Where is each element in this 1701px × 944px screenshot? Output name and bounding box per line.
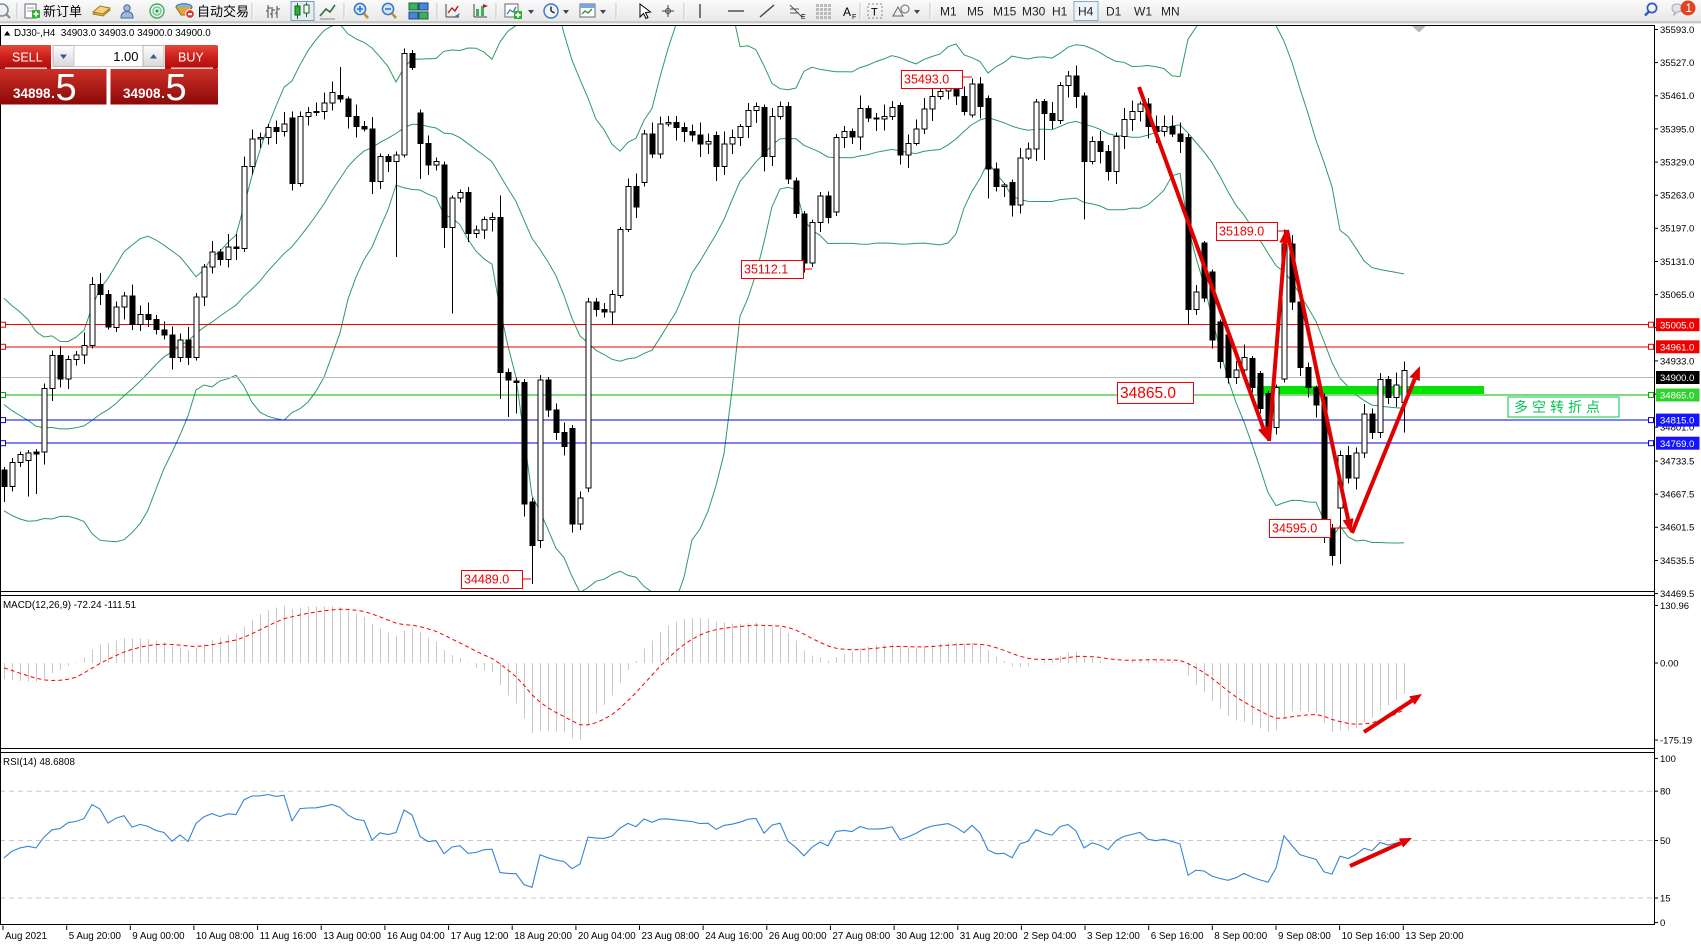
svg-text:35329.0: 35329.0 (1660, 158, 1694, 169)
svg-text:13 Aug 00:00: 13 Aug 00:00 (323, 931, 381, 942)
svg-text:SELL: SELL (12, 51, 43, 65)
svg-text:35493.0: 35493.0 (904, 73, 949, 87)
svg-text:26 Aug 00:00: 26 Aug 00:00 (769, 931, 827, 942)
svg-text:34900.0: 34900.0 (1660, 373, 1694, 384)
svg-text:27 Aug 08:00: 27 Aug 08:00 (832, 931, 890, 942)
svg-text:34865.0: 34865.0 (1660, 391, 1694, 402)
svg-text:D1: D1 (1106, 5, 1122, 19)
svg-text:M1: M1 (940, 5, 957, 19)
svg-text:M15: M15 (993, 5, 1017, 19)
svg-text:35461.0: 35461.0 (1660, 91, 1694, 102)
svg-text:34489.0: 34489.0 (464, 573, 509, 587)
svg-text:35005.0: 35005.0 (1660, 320, 1694, 331)
svg-text:DJ30-,H4 34903.0 34903.0 3490: DJ30-,H4 34903.0 34903.0 34900.0 34900.0 (14, 28, 211, 39)
svg-text:5: 5 (166, 67, 187, 109)
svg-text:34769.0: 34769.0 (1660, 439, 1694, 450)
svg-text:34595.0: 34595.0 (1272, 522, 1317, 536)
svg-text:34865.0: 34865.0 (1120, 385, 1176, 402)
svg-text:5 Aug 20:00: 5 Aug 20:00 (69, 931, 122, 942)
svg-text:0.00: 0.00 (1660, 659, 1679, 670)
svg-text:100: 100 (1660, 754, 1676, 765)
svg-text:M5: M5 (967, 5, 984, 19)
svg-text:34601.5: 34601.5 (1660, 523, 1694, 534)
svg-text:30 Aug 12:00: 30 Aug 12:00 (896, 931, 954, 942)
svg-text:34908: 34908 (123, 86, 161, 101)
svg-text:10 Sep 16:00: 10 Sep 16:00 (1342, 931, 1401, 942)
svg-text:35065.0: 35065.0 (1660, 290, 1694, 301)
svg-text:34801.0: 34801.0 (1660, 423, 1694, 434)
svg-text:34469.5: 34469.5 (1660, 589, 1694, 600)
svg-text:T: T (871, 7, 878, 19)
svg-text:1.00: 1.00 (113, 49, 138, 64)
svg-text:34933.0: 34933.0 (1660, 356, 1694, 367)
svg-text:Aug 2021: Aug 2021 (5, 931, 47, 942)
svg-text:多空转折点: 多空转折点 (1514, 399, 1604, 415)
svg-text:35593.0: 35593.0 (1660, 25, 1694, 36)
svg-text:50: 50 (1660, 836, 1671, 847)
svg-text:9 Sep 08:00: 9 Sep 08:00 (1278, 931, 1331, 942)
svg-text:35112.1: 35112.1 (744, 263, 788, 277)
svg-text:M30: M30 (1022, 5, 1046, 19)
svg-text:MN: MN (1161, 5, 1180, 19)
svg-text:11 Aug 16:00: 11 Aug 16:00 (260, 931, 318, 942)
svg-text:H1: H1 (1052, 5, 1068, 19)
svg-text:34898: 34898 (13, 86, 51, 101)
svg-text:35527.0: 35527.0 (1660, 58, 1694, 69)
svg-text:.: . (51, 85, 55, 101)
svg-text:3 Sep 12:00: 3 Sep 12:00 (1087, 931, 1140, 942)
svg-text:10 Aug 08:00: 10 Aug 08:00 (196, 931, 254, 942)
svg-text:6 Sep 16:00: 6 Sep 16:00 (1151, 931, 1204, 942)
svg-text:35395.0: 35395.0 (1660, 124, 1694, 135)
svg-text:35263.0: 35263.0 (1660, 191, 1694, 202)
svg-text:BUY: BUY (178, 51, 204, 65)
svg-text:9 Aug 00:00: 9 Aug 00:00 (132, 931, 185, 942)
svg-text:24 Aug 16:00: 24 Aug 16:00 (705, 931, 763, 942)
svg-text:35197.0: 35197.0 (1660, 224, 1694, 235)
svg-text:自动交易: 自动交易 (197, 4, 249, 19)
svg-text:23 Aug 08:00: 23 Aug 08:00 (642, 931, 700, 942)
svg-text:8 Sep 00:00: 8 Sep 00:00 (1214, 931, 1267, 942)
svg-text:31 Aug 20:00: 31 Aug 20:00 (960, 931, 1018, 942)
svg-text:16 Aug 04:00: 16 Aug 04:00 (387, 931, 445, 942)
svg-text:80: 80 (1660, 787, 1671, 798)
svg-text:A: A (843, 5, 851, 19)
svg-text:34535.5: 34535.5 (1660, 556, 1694, 567)
svg-text:-175.19: -175.19 (1660, 736, 1692, 747)
svg-text:RSI(14) 48.6808: RSI(14) 48.6808 (3, 757, 75, 768)
svg-text:34733.5: 34733.5 (1660, 457, 1694, 468)
svg-text:1: 1 (1686, 3, 1692, 15)
svg-text:MACD(12,26,9) -72.24 -111.51: MACD(12,26,9) -72.24 -111.51 (3, 600, 136, 611)
svg-text:.: . (161, 85, 165, 101)
svg-text:E: E (801, 14, 806, 21)
svg-text:0: 0 (1660, 918, 1665, 929)
svg-text:34667.5: 34667.5 (1660, 490, 1694, 501)
svg-text:17 Aug 12:00: 17 Aug 12:00 (451, 931, 509, 942)
svg-text:2 Sep 04:00: 2 Sep 04:00 (1023, 931, 1076, 942)
svg-text:35131.0: 35131.0 (1660, 257, 1694, 268)
svg-text:34815.0: 34815.0 (1660, 416, 1694, 427)
svg-text:5: 5 (56, 67, 77, 109)
svg-text:34961.0: 34961.0 (1660, 342, 1694, 353)
svg-text:13 Sep 20:00: 13 Sep 20:00 (1405, 931, 1464, 942)
svg-text:15: 15 (1660, 894, 1671, 905)
svg-text:20 Aug 04:00: 20 Aug 04:00 (578, 931, 636, 942)
svg-text:W1: W1 (1134, 5, 1152, 19)
svg-text:新订单: 新订单 (43, 4, 82, 19)
svg-text:35189.0: 35189.0 (1219, 225, 1264, 239)
svg-text:18 Aug 20:00: 18 Aug 20:00 (514, 931, 572, 942)
svg-text:130.96: 130.96 (1660, 601, 1689, 612)
svg-text:F: F (852, 14, 856, 21)
svg-text:H4: H4 (1078, 5, 1094, 19)
